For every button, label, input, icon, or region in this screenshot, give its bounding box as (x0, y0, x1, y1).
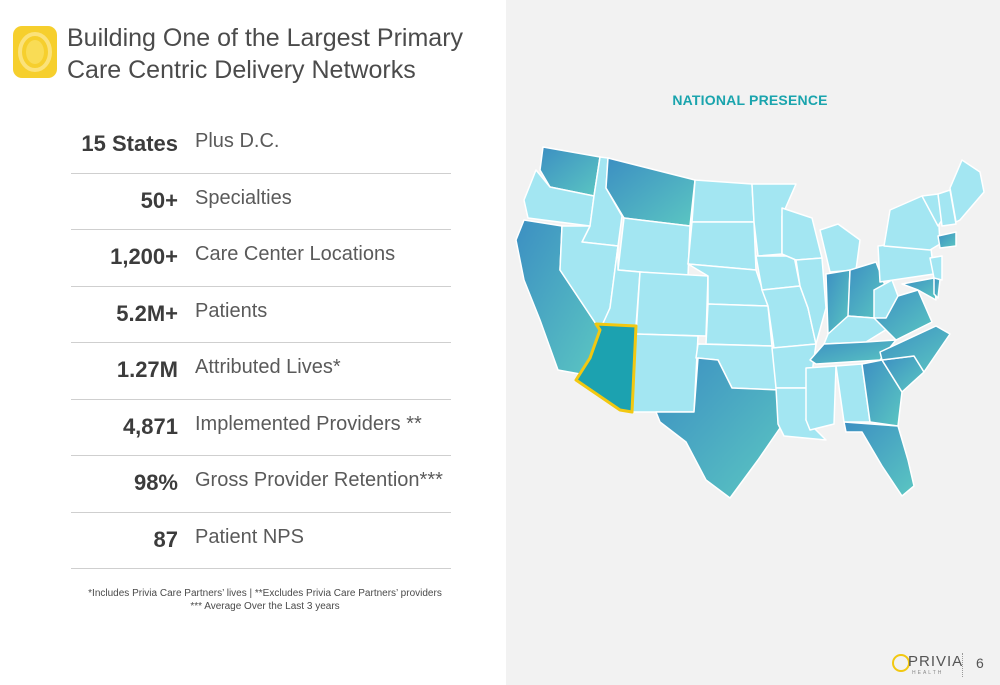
stat-value: 87 (153, 526, 178, 552)
brand-subtitle: HEALTH (912, 670, 944, 676)
stat-label: Implemented Providers ** (195, 412, 422, 435)
page-number: 6 (976, 655, 984, 671)
stat-label: Gross Provider Retention*** (195, 469, 443, 491)
brand-separator (962, 653, 963, 677)
privia-logo-icon (13, 26, 57, 78)
slide-title: Building One of the Largest Primary Care… (67, 24, 464, 84)
stat-row: 1.27M Attributed Lives* (71, 343, 451, 400)
stat-label: Specialties (195, 186, 292, 209)
stat-value: 4,871 (122, 413, 178, 439)
stat-label: Attributed Lives* (195, 356, 341, 378)
state-illinois (795, 257, 827, 345)
state-north-dakota (691, 179, 755, 223)
state-new-jersey (929, 255, 943, 281)
stat-row: 15 States Plus D.C. (71, 117, 451, 174)
map-title: NATIONAL PRESENCE (672, 92, 828, 108)
footnote-line-2: *** Average Over the Last 3 years (190, 601, 340, 612)
stat-row: 50+ Specialties (71, 174, 451, 230)
state-wyoming (617, 217, 691, 277)
state-west-virginia (873, 279, 899, 319)
stat-label: Care Center Locations (195, 243, 396, 265)
state-florida (843, 421, 915, 497)
state-iowa (755, 255, 801, 291)
state-wisconsin (781, 207, 823, 261)
stat-value: 50+ (140, 187, 178, 213)
stat-row: 1,200+ Care Center Locations (71, 230, 451, 287)
stat-value: 5.2M+ (116, 300, 178, 326)
brand-ring-icon (892, 654, 910, 672)
stat-row: 4,871 Implemented Providers ** (71, 400, 451, 456)
state-maryland (901, 277, 937, 301)
privia-brand: PRIVIA HEALTH 6 (892, 651, 992, 677)
state-maine (949, 159, 985, 223)
stat-value: 98% (133, 470, 178, 495)
state-texas (655, 357, 781, 499)
stat-label: Patient NPS (195, 525, 304, 548)
state-south-dakota (687, 221, 757, 271)
stat-value: 1,200+ (110, 244, 178, 269)
brand-name: PRIVIA (908, 653, 964, 670)
stat-value: 1.27M (116, 357, 178, 382)
state-colorado (635, 271, 709, 337)
state-connecticut (937, 231, 957, 249)
us-map (515, 146, 985, 499)
stat-row: 87 Patient NPS (71, 513, 451, 569)
state-michigan (819, 223, 861, 273)
state-new-mexico (631, 333, 699, 413)
state-north-carolina (879, 325, 951, 373)
state-mississippi (805, 365, 837, 431)
stats-list: 15 States Plus D.C. 50+ Specialties 1,20… (71, 117, 451, 569)
highlighted-state-outline (574, 322, 638, 414)
footnote-line-1: *Includes Privia Care Partners’ lives | … (88, 588, 442, 599)
stat-row: 98% Gross Provider Retention*** (71, 456, 451, 513)
stat-label: Plus D.C. (195, 130, 280, 152)
stat-value: 15 States (81, 131, 178, 156)
stat-row: 5.2M+ Patients (71, 287, 451, 343)
stat-label: Patients (195, 299, 268, 322)
state-kansas (705, 303, 773, 347)
